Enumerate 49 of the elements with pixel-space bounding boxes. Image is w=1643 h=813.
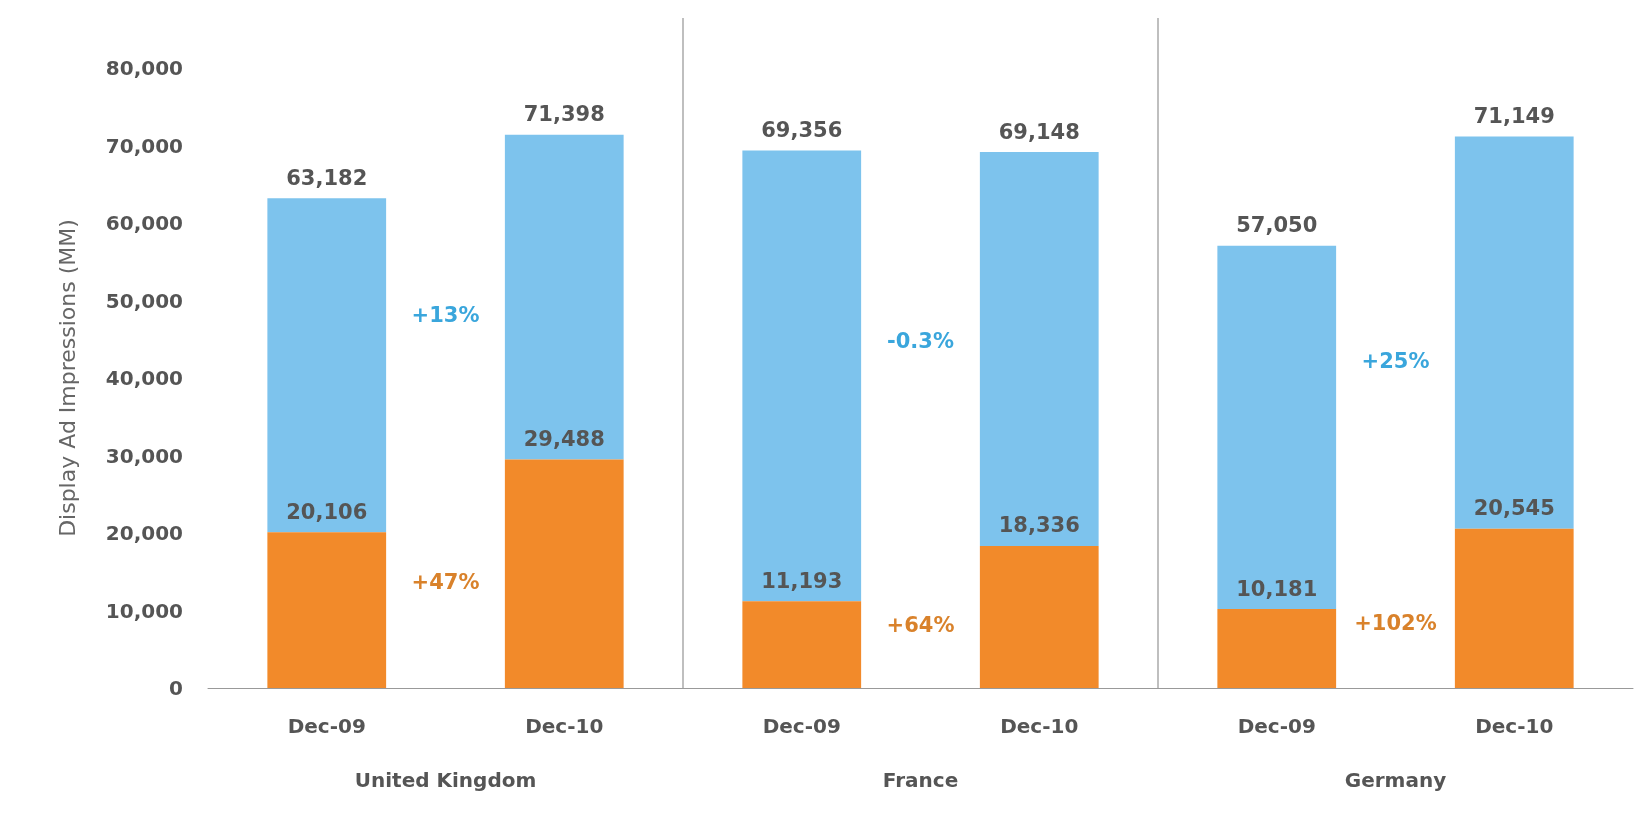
x-tick-label: Dec-09 [287, 714, 366, 738]
data-label: 20,545 [1473, 496, 1555, 521]
total-label: 71,149 [1473, 104, 1555, 129]
bar [504, 459, 624, 688]
total-label: 69,356 [761, 117, 843, 142]
y-tick-label: 70,000 [105, 133, 183, 158]
data-label: 10,181 [1236, 576, 1318, 601]
x-tick-label: Dec-10 [1475, 714, 1554, 738]
bar [1454, 136, 1574, 529]
bar [979, 545, 1099, 688]
total-label: 63,182 [286, 165, 368, 190]
data-label: 20,106 [286, 499, 368, 524]
x-tick-label: Dec-10 [1000, 714, 1079, 738]
total-label: 71,398 [523, 102, 605, 127]
annotation: +25% [1361, 349, 1430, 374]
annotation: +13% [411, 302, 480, 327]
x-tick-label: Dec-10 [525, 714, 604, 738]
bar [267, 198, 387, 533]
bar [1454, 528, 1574, 688]
annotation: +64% [886, 613, 955, 638]
data-label: 29,488 [523, 426, 605, 451]
x-tick-label: Dec-09 [762, 714, 841, 738]
bar [267, 532, 387, 688]
annotation: +102% [1354, 610, 1437, 635]
y-tick-label: 60,000 [105, 211, 183, 235]
data-label: 11,193 [761, 568, 843, 593]
total-label: 69,148 [998, 119, 1080, 144]
y-tick-label: 40,000 [105, 366, 183, 390]
x-tick-label: Dec-09 [1237, 714, 1316, 738]
y-tick-label: 80,000 [105, 56, 183, 80]
bar [742, 150, 862, 602]
y-tick-label: 20,000 [105, 521, 183, 545]
bar [742, 601, 862, 688]
text: United Kingdom [354, 768, 537, 792]
data-label: 18,336 [998, 513, 1080, 538]
annotation: -0.3% [887, 329, 954, 354]
bar [1217, 609, 1337, 688]
annotation: +47% [411, 570, 480, 595]
y-tick-label: 10,000 [105, 598, 183, 623]
y-axis-title: Display Ad Impressions (MM) [54, 219, 80, 537]
bar [504, 134, 624, 460]
y-tick-label: 30,000 [105, 443, 183, 468]
total-label: 57,050 [1236, 213, 1318, 238]
y-tick-label: 50,000 [105, 288, 183, 313]
bar [979, 152, 1099, 546]
y-tick-label: 0 [169, 676, 183, 700]
bar [1217, 245, 1337, 610]
text: Germany [1344, 768, 1447, 792]
text: France [882, 768, 959, 792]
